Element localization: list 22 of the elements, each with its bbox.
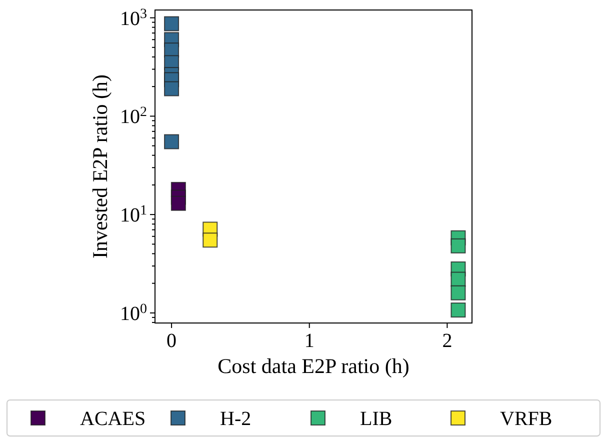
- point: [164, 16, 180, 32]
- y-tick-label: 10$^{2}$: [120, 104, 147, 128]
- x-tick-label: 2: [442, 330, 452, 352]
- point: [164, 81, 180, 96]
- x-tick-label: 0: [166, 330, 177, 352]
- point: [202, 232, 218, 248]
- y-tick-label: 10$^{3}$: [120, 6, 147, 30]
- y-axis-title: Invested E2P ratio (h): [88, 74, 112, 259]
- point: [450, 302, 466, 318]
- legend-label: VRFB: [500, 408, 552, 430]
- point: [450, 272, 466, 287]
- point: [450, 238, 466, 254]
- legend-label: ACAES: [80, 408, 146, 430]
- point: [164, 134, 180, 150]
- y-tick-label: 10$^{0}$: [120, 301, 147, 325]
- x-tick-label: 1: [304, 330, 314, 352]
- legend-label: H-2: [220, 408, 252, 430]
- y-tick-label: 10$^{1}$: [120, 203, 147, 227]
- point: [170, 196, 186, 211]
- legend-label: LIB: [360, 408, 392, 430]
- x-axis-title: Cost data E2P ratio (h): [218, 354, 410, 378]
- point: [450, 285, 466, 300]
